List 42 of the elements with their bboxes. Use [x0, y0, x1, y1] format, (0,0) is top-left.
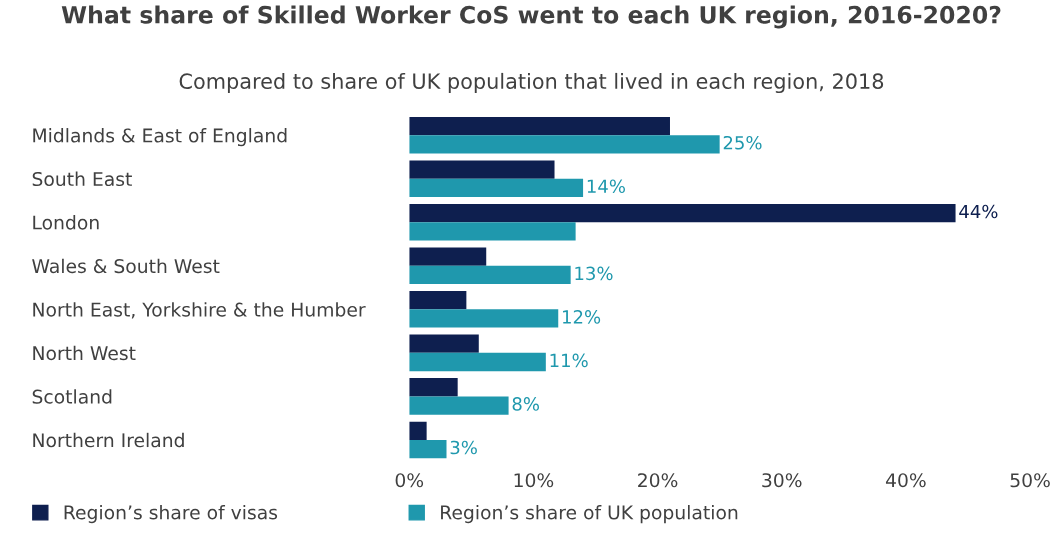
bar: [409, 222, 576, 241]
bar: [409, 439, 447, 459]
x-tick-label: 0%: [395, 473, 424, 488]
bar: [409, 265, 571, 285]
y-tick-label: North West: [33, 345, 136, 361]
data-label: 13%: [575, 266, 613, 281]
x-tick-label: 10%: [514, 473, 554, 488]
legend-label: Region’s share of visas: [64, 504, 278, 524]
legend-label: Region’s share of UK population: [441, 504, 738, 524]
data-label: 14%: [587, 179, 625, 194]
bar: [409, 352, 546, 372]
bar: [409, 247, 487, 266]
bar: [409, 291, 467, 310]
x-tick-label: 40%: [885, 473, 926, 488]
y-tick-label: Scotland: [32, 389, 112, 404]
bar: [409, 396, 509, 415]
bar: [409, 309, 559, 328]
x-tick-label: 50%: [1010, 473, 1050, 488]
y-tick-label: Midlands & East of England: [33, 128, 287, 147]
y-tick-label: Northern Ireland: [33, 432, 184, 448]
y-tick-label: South East: [32, 171, 132, 187]
data-label: 11%: [550, 353, 588, 368]
chart-title: What share of Skilled Worker CoS went to each UK region, 2016-2020?: [61, 5, 1001, 29]
y-tick-label: North East, Yorkshire & the Humber: [33, 302, 366, 319]
y-tick-label: London: [33, 215, 99, 230]
x-tick-label: 30%: [762, 473, 802, 488]
data-label: 44%: [959, 204, 998, 219]
data-label: 3%: [450, 440, 477, 455]
y-tick-label: Wales & South West: [32, 258, 220, 274]
chart-subtitle: Compared to share of UK population that lived in each region, 2018: [179, 72, 884, 94]
data-label: 8%: [512, 397, 540, 411]
bar: [409, 160, 555, 179]
bar: [409, 116, 670, 136]
bar: [409, 421, 427, 440]
bar: [409, 203, 956, 223]
data-label: 25%: [723, 135, 762, 150]
bar: [409, 178, 584, 197]
bar: [409, 135, 720, 154]
bar: [409, 334, 479, 353]
data-label: 12%: [563, 310, 601, 324]
x-tick-label: 20%: [638, 473, 678, 488]
bar: [409, 378, 458, 397]
